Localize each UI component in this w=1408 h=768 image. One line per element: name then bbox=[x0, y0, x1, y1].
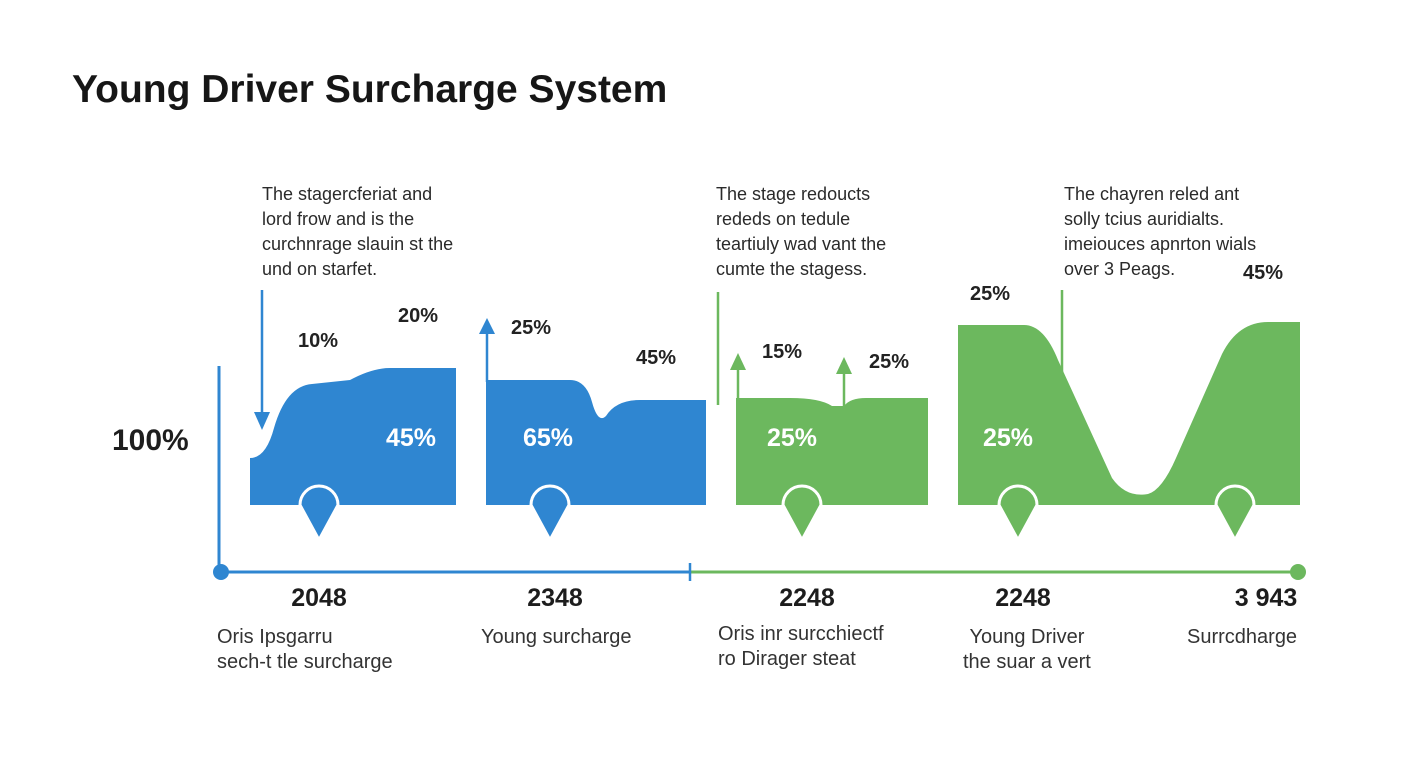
location-pin-icon-4 bbox=[997, 484, 1039, 544]
stage-3-inner-label: 25% bbox=[767, 424, 818, 452]
page-title: Young Driver Surcharge System bbox=[72, 68, 668, 111]
stage-1-shape bbox=[250, 368, 456, 505]
stage-1-caption: Oris Ipsgarru sech-t tle surcharge bbox=[217, 626, 393, 673]
location-pin-icon-1 bbox=[298, 484, 340, 544]
stage-5-year: 3 943 bbox=[1234, 584, 1298, 612]
note-3: The chayren reled ant solly tcius auridi… bbox=[1064, 184, 1257, 279]
location-pin-icon-3 bbox=[781, 484, 823, 544]
stage-2-caption: Young surcharge bbox=[481, 626, 632, 648]
pct-label: 15% bbox=[762, 341, 803, 363]
pct-label: 10% bbox=[298, 330, 339, 352]
note-1-pointer-head bbox=[254, 412, 270, 430]
stage-2-year: 2348 bbox=[527, 584, 583, 612]
pct-label: 20% bbox=[398, 305, 439, 327]
stage-4-shape bbox=[958, 322, 1300, 505]
pct-label: 25% bbox=[970, 283, 1011, 305]
timeline-end-dot bbox=[1290, 564, 1306, 580]
timeline-start-dot bbox=[213, 564, 229, 580]
pct-label: 45% bbox=[1243, 262, 1284, 284]
pct-label: 25% bbox=[869, 351, 910, 373]
stage-3-year: 2248 bbox=[779, 584, 835, 612]
stage-5-caption: Surrcdharge bbox=[1187, 626, 1298, 648]
note-1: The stagercferiat and lord frow and is t… bbox=[262, 184, 454, 279]
stage-4-year: 2248 bbox=[995, 584, 1051, 612]
stage-1-inner-label: 45% bbox=[386, 424, 437, 452]
stage-1-year: 2048 bbox=[291, 584, 347, 612]
location-pin-icon-2 bbox=[529, 484, 571, 544]
pct-label: 25% bbox=[511, 317, 552, 339]
pct-label: 45% bbox=[636, 347, 677, 369]
up-arrow-2-head bbox=[730, 353, 746, 370]
stage-2-shape bbox=[486, 380, 706, 505]
stage-3-caption: Oris inr surcchiectf ro Dirager steat bbox=[718, 623, 884, 670]
stage-3-shape bbox=[736, 398, 928, 505]
stage-4-inner-label: 25% bbox=[983, 424, 1034, 452]
location-pin-icon-5 bbox=[1214, 484, 1256, 544]
note-2: The stage redoucts rededs on tedule tear… bbox=[716, 184, 887, 279]
up-arrow-1-head bbox=[479, 318, 495, 334]
up-arrow-3-head bbox=[836, 357, 852, 374]
stage-2-inner-label: 65% bbox=[523, 424, 574, 452]
y-axis-label: 100% bbox=[112, 424, 189, 457]
stage-4-caption: Young Driver the suar a vert bbox=[963, 626, 1091, 673]
